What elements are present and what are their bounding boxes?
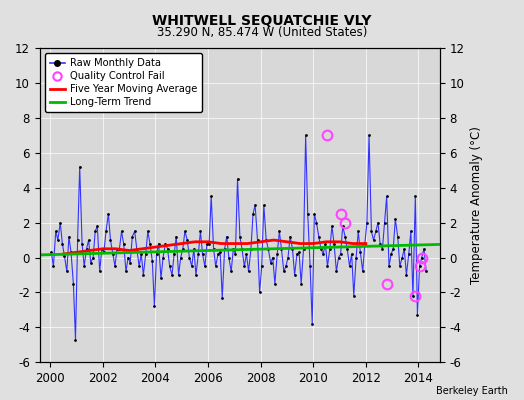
Text: Berkeley Earth: Berkeley Earth <box>436 386 508 396</box>
Text: WHITWELL SEQUATCHIE VLY: WHITWELL SEQUATCHIE VLY <box>152 14 372 28</box>
Legend: Raw Monthly Data, Quality Control Fail, Five Year Moving Average, Long-Term Tren: Raw Monthly Data, Quality Control Fail, … <box>45 53 202 112</box>
Y-axis label: Temperature Anomaly (°C): Temperature Anomaly (°C) <box>470 126 483 284</box>
Text: 35.290 N, 85.474 W (United States): 35.290 N, 85.474 W (United States) <box>157 26 367 39</box>
